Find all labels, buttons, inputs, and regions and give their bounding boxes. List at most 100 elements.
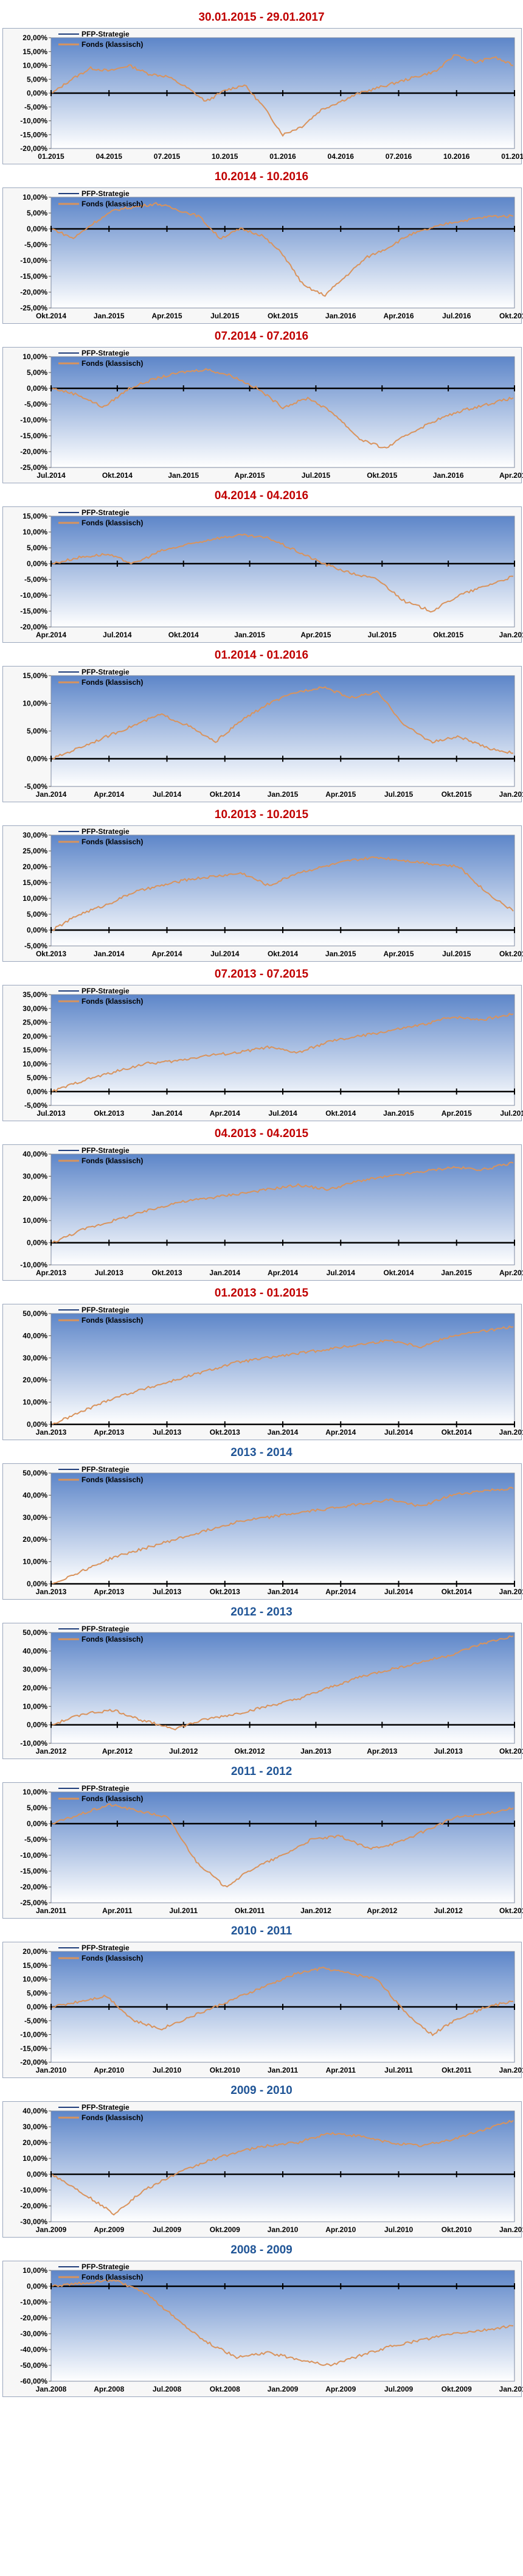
x-tick-label: Okt.2015 — [367, 471, 397, 480]
fund-series-line — [52, 1325, 514, 1425]
x-tick-label: Jul.2013 — [36, 1109, 66, 1118]
x-tick-label: Jan.2015 — [94, 312, 125, 320]
chart-panel: 30.01.2015 - 29.01.2017 20,00% 15,00% 10,00… — [0, 7, 523, 167]
x-tick-label: Jan.2015 — [325, 950, 356, 958]
y-tick-label: 0,00% — [27, 1580, 47, 1588]
x-tick-label: Apr.2015 — [442, 1109, 472, 1118]
x-tick-label: Okt.2014 — [36, 312, 66, 320]
chart-svg: 15,00% 10,00% 5,00% 0,00% -5,00% -10,00% -15,0… — [20, 508, 523, 639]
chart-title: 01.2013 - 01.2015 — [214, 1287, 309, 1300]
y-tick-label: -10,00% — [20, 1739, 47, 1748]
y-tick-label: -5,00% — [24, 103, 47, 111]
x-tick-label: Okt.2015 — [433, 631, 463, 639]
chart-title: 04.2014 - 04.2016 — [214, 489, 309, 502]
y-tick-label: -15,00% — [20, 130, 47, 139]
x-tick-label: Okt.2011 — [235, 1906, 265, 1915]
x-tick-label: Jul.2016 — [442, 312, 471, 320]
chart-panel: 04.2013 - 04.2015 40,00% 30,00% 20,00% 10,00… — [0, 1124, 523, 1283]
chart-title: 2012 - 2013 — [230, 1606, 293, 1619]
chart-panel: 10.2013 - 10.2015 30,00% 25,00% 20,00% 15,00… — [0, 805, 523, 964]
x-tick-label: Apr.2011 — [326, 2066, 356, 2074]
x-tick-label: Jan.2009 — [36, 2225, 67, 2234]
chart-svg: 10,00% 5,00% 0,00% -5,00% -10,00% -15,00% -20,… — [20, 1784, 523, 1915]
x-tick-label: Apr.2011 — [102, 1906, 133, 1915]
y-tick-label: 10,00% — [23, 2154, 47, 2163]
chart-title: 10.2013 - 10.2015 — [214, 808, 309, 821]
fund-series-line — [52, 856, 514, 931]
legend-fund-label: Fonds (klassisch) — [81, 2273, 143, 2281]
y-tick-label: 10,00% — [23, 1216, 47, 1225]
x-tick-label: Okt.2009 — [442, 2385, 472, 2393]
x-tick-label: Apr.2014 — [151, 950, 182, 958]
x-tick-label: Jul.2012 — [434, 1906, 463, 1915]
x-tick-label: Okt.2014 — [102, 471, 133, 480]
x-tick-label: Jan.2016 — [499, 790, 523, 799]
legend-fund-label: Fonds (klassisch) — [81, 200, 143, 208]
y-tick-label: 0,00% — [27, 2282, 47, 2291]
x-tick-label: Jan.2016 — [325, 312, 356, 320]
x-tick-label: 07.2015 — [154, 152, 181, 161]
y-tick-label: 0,00% — [27, 1239, 47, 1247]
y-tick-label: 5,00% — [27, 368, 47, 377]
y-tick-label: 0,00% — [27, 755, 47, 763]
legend-fund-label: Fonds (klassisch) — [81, 1635, 143, 1643]
y-tick-label: -15,00% — [20, 607, 47, 615]
chart-svg: 10,00% 0,00% -10,00% -20,00% -30,00% -40,00% -… — [20, 2263, 523, 2393]
y-tick-label: -10,00% — [20, 416, 47, 424]
x-tick-label: Apr.2014 — [36, 631, 66, 639]
x-tick-label: Jan.2014 — [94, 950, 125, 958]
chart-title: 2008 - 2009 — [230, 2244, 293, 2256]
fund-series-line — [52, 2119, 514, 2216]
x-tick-label: Jan.2015 — [499, 1428, 523, 1437]
y-tick-label: 0,00% — [27, 559, 47, 568]
y-tick-label: -10,00% — [20, 2186, 47, 2194]
y-tick-label: 0,00% — [27, 225, 47, 233]
y-tick-label: 0,00% — [27, 1087, 47, 1096]
x-tick-label: Apr.2012 — [102, 1747, 133, 1755]
y-tick-label: 0,00% — [27, 926, 47, 934]
legend: PFP-Strategie Fonds (klassisch) — [58, 1146, 143, 1165]
x-tick-label: Apr.2014 — [325, 1428, 356, 1437]
x-tick-label: Jul.2014 — [36, 471, 66, 480]
chart-panel: 04.2014 - 04.2016 15,00% 10,00% 5,00% 0,00% -… — [0, 486, 523, 645]
chart-title: 2010 - 2011 — [230, 1925, 293, 1937]
plot-area — [50, 1313, 515, 1425]
x-tick-label: Okt.2013 — [151, 1269, 182, 1277]
x-tick-label: Apr.2012 — [367, 1906, 397, 1915]
legend-fund-label: Fonds (klassisch) — [81, 1157, 143, 1165]
x-tick-label: Jul.2015 — [500, 1109, 523, 1118]
x-tick-label: Okt.2014 — [442, 1587, 472, 1596]
chart-svg: 10,00% 5,00% 0,00% -5,00% -10,00% -15,00% -20,… — [20, 349, 523, 480]
y-tick-label: 25,00% — [23, 1018, 47, 1027]
y-tick-label: 0,00% — [27, 1819, 47, 1828]
legend-strategy-label: PFP-Strategie — [81, 2263, 130, 2271]
plot-area — [50, 2110, 515, 2222]
chart-title: 2013 - 2014 — [230, 1446, 293, 1459]
legend-strategy-label: PFP-Strategie — [81, 1146, 130, 1155]
x-tick-label: Jan.2014 — [36, 790, 67, 799]
legend-fund-label: Fonds (klassisch) — [81, 678, 143, 687]
chart-panel: 07.2014 - 07.2016 10,00% 5,00% 0,00% -5,00% -… — [0, 326, 523, 486]
chart-title: 10.2014 - 10.2016 — [214, 170, 309, 183]
chart-title: 04.2013 - 04.2015 — [214, 1127, 309, 1140]
y-tick-label: -25,00% — [20, 463, 47, 472]
chart-svg: 20,00% 15,00% 10,00% 5,00% 0,00% -5,00% -10,00… — [20, 1944, 523, 2074]
x-tick-label: Apr.2015 — [151, 312, 182, 320]
x-tick-label: Apr.2014 — [210, 1109, 240, 1118]
x-tick-label: Jan.2012 — [36, 1747, 67, 1755]
chart-svg: 40,00% 30,00% 20,00% 10,00% 0,00% -10,00% -20,… — [20, 2103, 523, 2234]
y-tick-label: 30,00% — [23, 1354, 47, 1362]
legend-strategy-label: PFP-Strategie — [81, 1944, 130, 1952]
y-tick-label: 20,00% — [23, 863, 47, 871]
x-tick-label: Jul.2014 — [103, 631, 132, 639]
y-tick-label: -10,00% — [20, 1261, 47, 1269]
x-tick-label: Jan.2012 — [300, 1906, 331, 1915]
y-tick-label: 20,00% — [23, 1947, 47, 1956]
x-tick-label: Jan.2016 — [433, 471, 464, 480]
